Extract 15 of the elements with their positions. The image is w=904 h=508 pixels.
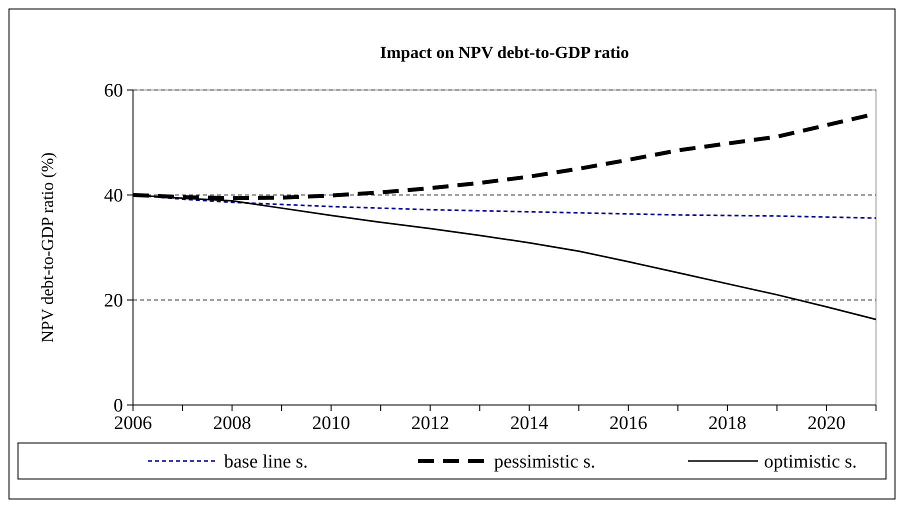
x-tick-label: 2020 bbox=[807, 413, 846, 434]
y-tick-label: 20 bbox=[104, 290, 123, 312]
y-axis-title: NPV debt-to-GDP ratio (%) bbox=[38, 152, 57, 343]
y-tick-label: 40 bbox=[104, 186, 123, 207]
x-tick-label: 2012 bbox=[411, 413, 450, 434]
x-tick-label: 2010 bbox=[312, 413, 350, 434]
chart-title: Impact on NPV debt-to-GDP ratio bbox=[380, 43, 629, 62]
x-tick-label: 2016 bbox=[609, 413, 648, 434]
legend-label: optimistic s. bbox=[764, 452, 857, 473]
y-tick-label: 60 bbox=[104, 80, 123, 102]
legend-label: base line s. bbox=[224, 452, 308, 473]
legend-label: pessimistic s. bbox=[494, 452, 596, 473]
x-tick-label: 2008 bbox=[213, 413, 252, 434]
x-tick-label: 2018 bbox=[708, 413, 746, 434]
x-tick-label: 2014 bbox=[510, 413, 549, 434]
